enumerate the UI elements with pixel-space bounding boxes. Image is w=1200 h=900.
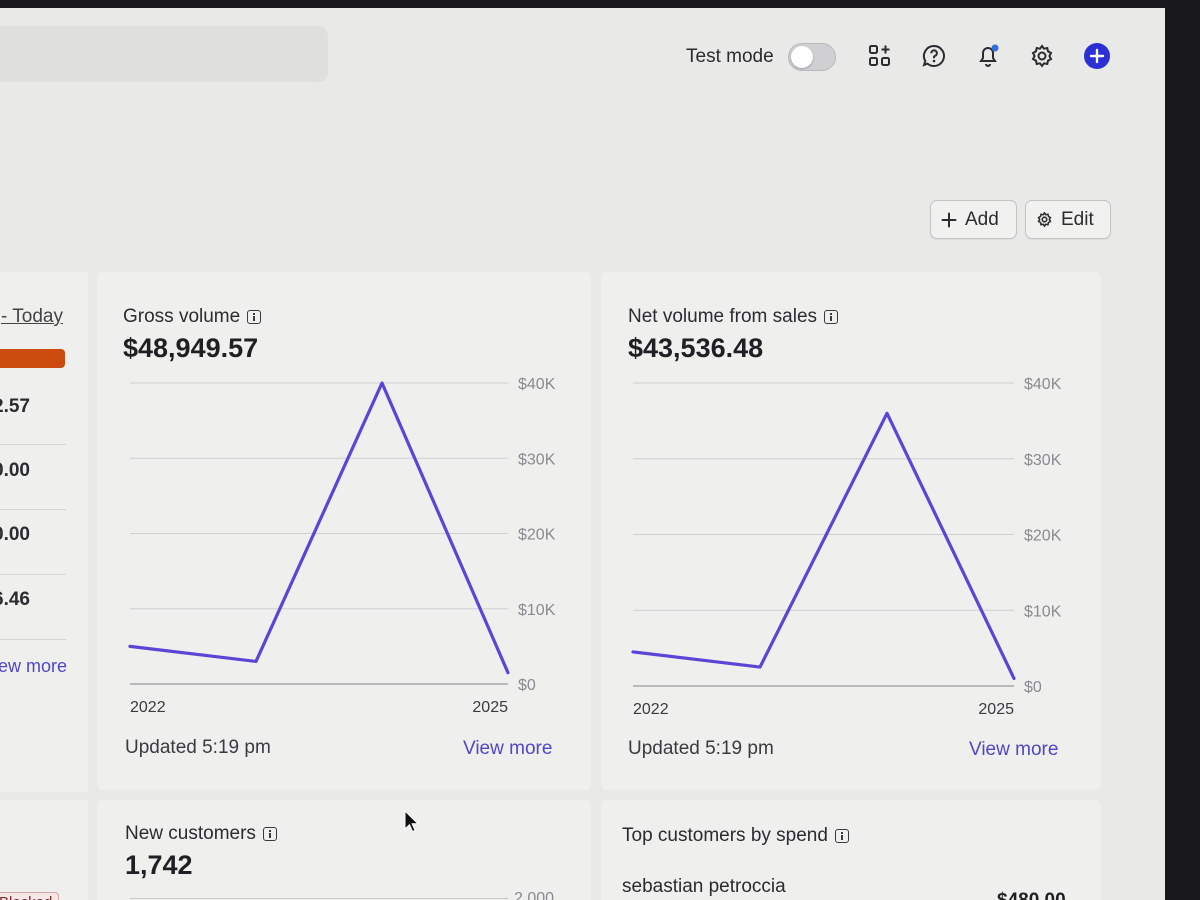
net-volume-title-text: Net volume from sales — [628, 306, 818, 327]
info-icon[interactable] — [824, 310, 839, 324]
monitor-bezel — [1165, 0, 1200, 900]
net-volume-title: Net volume from sales — [628, 306, 839, 328]
y-tick-label: $10K — [518, 602, 556, 619]
status-badge: Blocked — [0, 892, 60, 900]
y-tick-label: $40K — [518, 376, 556, 393]
edit-button[interactable]: Edit — [1025, 200, 1111, 239]
info-icon[interactable] — [262, 827, 277, 841]
summary-value-2: $0.00 — [0, 460, 30, 481]
net-volume-value: $43,536.48 — [628, 333, 764, 363]
x-tick-label: 2025 — [472, 699, 508, 716]
search-bar[interactable] — [0, 26, 328, 82]
help-icon[interactable] — [920, 42, 948, 70]
y-tick-label: $40K — [1024, 376, 1062, 393]
test-mode-toggle[interactable] — [788, 43, 836, 71]
settings-icon[interactable] — [1028, 42, 1056, 70]
notifications-icon[interactable] — [974, 42, 1002, 70]
net-volume-chart[interactable]: $0 $10K $20K $30K $40K 2022 2025 — [0, 8, 1160, 900]
dashboard-screen: Test mode Add Edit - Today 722.57 $0.00 … — [0, 8, 1165, 900]
y-tick-label: $0 — [518, 677, 536, 694]
gross-volume-updated: Updated 5:19 pm — [125, 737, 271, 758]
x-tick-label: 2025 — [978, 701, 1014, 718]
gross-volume-title: Gross volume — [123, 306, 262, 328]
left-bottom-card — [0, 800, 88, 900]
new-customers-card[interactable] — [97, 800, 591, 900]
top-customers-card[interactable] — [601, 800, 1101, 900]
apps-add-icon[interactable] — [866, 42, 894, 70]
series-line — [128, 381, 510, 675]
gross-volume-view-more[interactable]: View more — [463, 738, 553, 759]
summary-value-4: 846.46 — [0, 589, 30, 610]
progress-bar — [0, 349, 65, 368]
top-customers-title-text: Top customers by spend — [622, 825, 828, 846]
test-mode-label: Test mode — [686, 46, 774, 67]
gross-volume-value: $48,949.57 — [123, 333, 259, 363]
new-customers-title: New customers — [125, 823, 277, 845]
add-button[interactable]: Add — [930, 200, 1017, 239]
edit-button-label: Edit — [1061, 208, 1094, 230]
gridline — [130, 898, 508, 899]
summary-value-3: $0.00 — [0, 524, 30, 545]
info-icon[interactable] — [834, 829, 849, 843]
x-tick-label: 2022 — [633, 701, 669, 718]
y-tick-label: $30K — [1024, 452, 1062, 469]
net-volume-card[interactable] — [601, 272, 1101, 790]
date-range-link[interactable]: - Today — [1, 306, 63, 327]
summary-value-1: 722.57 — [0, 396, 30, 417]
divider — [0, 509, 66, 510]
y-tick-label: $20K — [1024, 528, 1062, 545]
divider — [0, 444, 66, 445]
info-icon[interactable] — [247, 310, 262, 324]
gross-volume-title-text: Gross volume — [123, 306, 241, 327]
customer-name[interactable]: sebastian petroccia — [622, 876, 786, 897]
net-volume-updated: Updated 5:19 pm — [628, 738, 774, 759]
new-customers-value: 1,742 — [125, 850, 193, 880]
y-tick-label: 2,000 — [514, 890, 555, 900]
y-tick-label: $30K — [518, 451, 556, 468]
plus-icon — [941, 212, 957, 227]
customer-amount: $480.00 — [997, 890, 1066, 900]
create-plus-icon[interactable] — [1083, 42, 1111, 70]
mouse-cursor-icon — [404, 810, 420, 833]
gross-volume-card[interactable] — [97, 272, 591, 790]
divider — [0, 574, 66, 575]
gear-icon — [1037, 211, 1052, 228]
net-volume-view-more[interactable]: View more — [969, 739, 1059, 760]
x-tick-label: 2022 — [130, 699, 166, 716]
top-customers-title: Top customers by spend — [622, 825, 849, 847]
gross-volume-chart[interactable]: $0 $10K $20K $30K $40K 2022 2025 — [0, 8, 600, 900]
y-tick-label: $10K — [1024, 603, 1062, 620]
add-button-label: Add — [965, 208, 999, 230]
new-customers-title-text: New customers — [125, 823, 256, 844]
view-more-link[interactable]: ew more — [0, 656, 68, 676]
divider — [0, 639, 66, 640]
series-line — [631, 411, 1016, 681]
y-tick-label: $20K — [518, 527, 556, 544]
y-tick-label: $0 — [1024, 679, 1042, 696]
toggle-knob — [791, 46, 813, 68]
